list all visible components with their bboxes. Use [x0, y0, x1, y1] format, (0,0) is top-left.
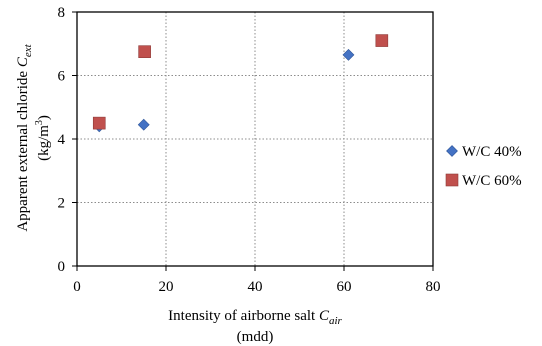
- x-axis-unit: (mdd): [237, 329, 274, 345]
- y-axis-title: Apparent external chloride Cext: [15, 43, 34, 231]
- x-tick-label-20: 20: [159, 279, 174, 295]
- y-tick-label-8: 8: [58, 5, 66, 21]
- x-axis-title: Intensity of airborne salt Cair: [168, 308, 342, 327]
- point-w-c-40-2: [137, 118, 150, 131]
- legend-label-w-c-40: W/C 40%: [462, 144, 522, 160]
- legend-marker-w-c-60: [445, 173, 459, 187]
- data-points: [92, 34, 389, 133]
- point-w-c-60-3: [375, 34, 389, 47]
- y-axis-unit: (kg/m3): [34, 115, 52, 161]
- y-tick-label-2: 2: [58, 196, 66, 212]
- x-tick-label-60: 60: [337, 279, 352, 295]
- point-w-c-60-2: [138, 45, 151, 58]
- legend: W/C 40% W/C 60%: [445, 144, 522, 189]
- point-w-c-40-3: [342, 48, 355, 61]
- y-tick-label-4: 4: [58, 132, 66, 148]
- axes: [72, 11, 434, 271]
- y-tick-label-0: 0: [58, 259, 66, 275]
- grid-lines: [77, 11, 434, 266]
- x-tick-label-80: 80: [426, 279, 441, 295]
- point-w-c-60-1: [92, 116, 106, 130]
- x-tick-label-0: 0: [73, 279, 81, 295]
- legend-label-w-c-60: W/C 60%: [462, 173, 522, 189]
- y-axis-title-group: Apparent external chloride Cext (kg/m3): [15, 43, 52, 231]
- y-tick-label-6: 6: [58, 69, 66, 85]
- legend-marker-w-c-40: [446, 145, 458, 157]
- x-tick-label-40: 40: [248, 279, 263, 295]
